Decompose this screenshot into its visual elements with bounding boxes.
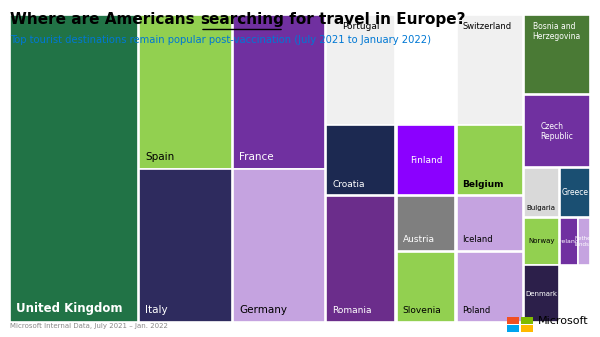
Text: Belgium: Belgium bbox=[463, 180, 504, 189]
Bar bbox=[233, 15, 325, 168]
Text: Spain: Spain bbox=[145, 152, 175, 162]
Text: Czech
Republic: Czech Republic bbox=[541, 122, 573, 141]
Bar bbox=[578, 218, 590, 265]
Bar bbox=[139, 169, 232, 322]
Text: United Kingdom: United Kingdom bbox=[16, 302, 123, 315]
Bar bbox=[397, 196, 455, 251]
Bar bbox=[10, 15, 138, 322]
Bar bbox=[397, 252, 455, 322]
Text: Microsoft: Microsoft bbox=[538, 316, 589, 326]
Bar bbox=[457, 125, 523, 195]
Text: Iceland: Iceland bbox=[463, 235, 493, 244]
Text: Microsoft Internal Data, July 2021 – Jan. 2022: Microsoft Internal Data, July 2021 – Jan… bbox=[10, 323, 168, 329]
Text: Norway: Norway bbox=[528, 238, 554, 244]
Text: Greece: Greece bbox=[562, 188, 589, 197]
Bar bbox=[457, 252, 523, 322]
Text: Where are Americans: Where are Americans bbox=[10, 12, 200, 27]
Bar bbox=[326, 15, 395, 125]
Text: Finland: Finland bbox=[410, 156, 442, 165]
Bar bbox=[326, 125, 395, 195]
Bar bbox=[524, 218, 559, 265]
Bar bbox=[524, 15, 590, 94]
Bar bbox=[524, 95, 590, 167]
Text: searching: searching bbox=[200, 12, 284, 27]
Text: Nether
lands: Nether lands bbox=[574, 236, 593, 247]
Text: Ireland: Ireland bbox=[558, 239, 580, 244]
Bar bbox=[139, 15, 232, 168]
Text: for travel in Europe?: for travel in Europe? bbox=[284, 12, 466, 27]
Text: Denmark: Denmark bbox=[525, 290, 557, 297]
Text: Top tourist destinations remain popular post-vaccination (July 2021 to January 2: Top tourist destinations remain popular … bbox=[10, 35, 431, 45]
Bar bbox=[524, 265, 559, 322]
Bar bbox=[521, 325, 533, 332]
Text: France: France bbox=[239, 152, 274, 162]
Text: Portugal: Portugal bbox=[342, 22, 380, 31]
Text: Poland: Poland bbox=[463, 306, 491, 315]
Bar bbox=[457, 196, 523, 251]
Bar bbox=[507, 325, 519, 332]
Bar bbox=[560, 168, 590, 217]
Bar bbox=[233, 169, 325, 322]
Bar bbox=[397, 125, 455, 195]
Text: Slovenia: Slovenia bbox=[403, 306, 442, 315]
Text: Bosnia and
Herzegovina: Bosnia and Herzegovina bbox=[533, 22, 581, 41]
Bar bbox=[521, 317, 533, 324]
Bar bbox=[326, 196, 395, 322]
Bar bbox=[524, 168, 559, 217]
Bar bbox=[560, 218, 578, 265]
Text: Switzerland: Switzerland bbox=[463, 22, 512, 31]
Text: Croatia: Croatia bbox=[332, 180, 365, 189]
Text: Italy: Italy bbox=[145, 305, 168, 315]
Text: Bulgaria: Bulgaria bbox=[527, 205, 556, 211]
Text: Austria: Austria bbox=[403, 235, 434, 244]
Text: Romania: Romania bbox=[332, 306, 372, 315]
Text: Germany: Germany bbox=[239, 305, 287, 315]
Bar bbox=[507, 317, 519, 324]
Bar bbox=[457, 15, 523, 125]
